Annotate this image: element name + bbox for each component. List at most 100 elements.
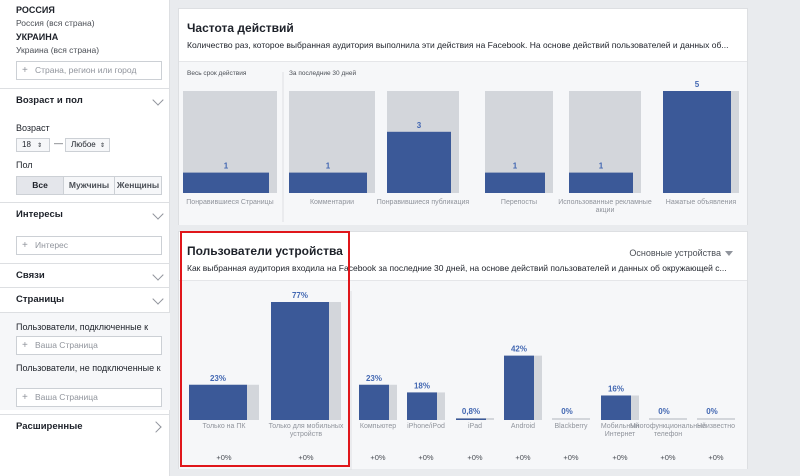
device-category-label: Android [511, 423, 535, 430]
interest-input[interactable]: + Интерес [16, 236, 162, 255]
pages-connected-input[interactable]: + Ваша Страница [16, 336, 162, 355]
activity-chart-area: Весь срок действия За последние 30 дней 1 П… [179, 61, 747, 225]
device-category-label: iPhone/iPod [407, 423, 445, 430]
location-country-1: РОССИЯ [16, 5, 55, 15]
chevron-down-icon [152, 208, 164, 220]
device-type-dropdown[interactable]: Основные устройства [629, 248, 733, 258]
section-interests-title: Интересы [16, 209, 63, 220]
pages-not-connected-input[interactable]: + Ваша Страница [16, 388, 162, 407]
device-delta-label: +0% [563, 453, 579, 462]
activity-bar [289, 172, 367, 193]
pages-connected-label: Пользователи, подключенные к [16, 322, 149, 332]
activity-card-title: Частота действий [187, 21, 294, 35]
activity-category-label: Понравившиеся Страницы [186, 199, 273, 206]
device-delta-label: +0% [612, 453, 628, 462]
activity-frequency-card: Частота действий Количество раз, которое… [178, 8, 748, 225]
device-delta-label: +0% [418, 453, 434, 462]
section-advanced[interactable]: Расширенные [0, 414, 170, 438]
activity-chart: Весь срок действия За последние 30 дней 1 П… [183, 69, 739, 222]
age-to-select[interactable]: Любое ⇕ [65, 138, 110, 152]
age-label: Возраст [16, 123, 50, 133]
device-category-label: Только для мобильных устройств [269, 422, 344, 438]
section-interests[interactable]: Интересы [0, 202, 170, 226]
location-input[interactable]: + Страна, регион или город [16, 61, 162, 80]
chevron-down-icon [152, 269, 164, 281]
age-from-select[interactable]: 18 ⇕ [16, 138, 50, 152]
activity-bar [485, 172, 545, 193]
interest-input-placeholder: Интерес [35, 240, 69, 250]
device-bar-track [649, 418, 687, 420]
device-category-label: Только на ПК [203, 423, 247, 430]
gender-label: Пол [16, 160, 33, 170]
devices-chart-area: 23% Только на ПК +0% 77% Только для мобильны… [179, 280, 747, 470]
chevron-down-icon [152, 94, 164, 106]
device-category-label: Компьютер [360, 423, 396, 430]
device-users-card: Пользователи устройства Как выбранная ау… [178, 231, 748, 470]
section-pages-title: Страницы [16, 294, 65, 305]
device-value-label: 23% [210, 374, 226, 383]
section-connections-title: Связи [16, 270, 45, 281]
location-sub-1: Россия (вся страна) [16, 18, 95, 28]
section-connections[interactable]: Связи [0, 263, 170, 287]
activity-category-label: Понравившиеся публикация [377, 198, 470, 206]
device-value-label: 0% [658, 407, 670, 416]
chevron-right-icon [150, 421, 162, 433]
plus-icon: + [22, 240, 28, 251]
device-bar [504, 355, 534, 420]
activity-lifetime-label: Весь срок действия [187, 69, 247, 77]
targeting-sidebar: РОССИЯ Россия (вся страна) УКРАИНА Украи… [0, 0, 170, 476]
stepper-icon: ⇕ [99, 143, 105, 149]
device-delta-label: +0% [515, 453, 531, 462]
activity-category-label: Перепосты [501, 199, 537, 206]
activity-category-label: Нажатые объявления [666, 198, 737, 206]
gender-male-button[interactable]: Мужчины [63, 176, 115, 195]
device-bar [359, 384, 389, 420]
device-category-label: Неизвестно [697, 423, 735, 430]
caret-down-icon [725, 251, 733, 257]
device-bar [189, 384, 247, 420]
device-category-label: Blackberry [554, 423, 588, 430]
pages-not-connected-label: Пользователи, не подключенные к [16, 363, 161, 373]
device-bar [271, 302, 329, 420]
device-delta-label: +0% [216, 453, 232, 462]
device-delta-label: +0% [708, 453, 724, 462]
devices-card-subtitle: Как выбранная аудитория входила на Faceb… [187, 263, 727, 273]
activity-bar [387, 131, 451, 193]
location-country-2: УКРАИНА [16, 32, 59, 42]
activity-value-label: 1 [599, 162, 604, 171]
activity-value-label: 5 [695, 80, 700, 89]
highlight-frame [180, 231, 350, 467]
plus-icon: + [22, 65, 28, 76]
chevron-down-icon [152, 293, 164, 305]
devices-card-title: Пользователи устройства [187, 244, 343, 258]
activity-last30-label: За последние 30 дней [289, 69, 356, 77]
device-value-label: 0% [561, 407, 573, 416]
age-to-value: Любое [71, 140, 96, 149]
device-value-label: 23% [366, 374, 382, 383]
activity-bar [663, 91, 731, 193]
device-delta-label: +0% [467, 453, 483, 462]
activity-value-label: 1 [513, 162, 518, 171]
pages-connected-placeholder: Ваша Страница [35, 340, 98, 350]
device-category-label: iPad [468, 423, 482, 430]
device-category-label: Многофункциональный телефон [630, 422, 706, 438]
device-type-dropdown-label: Основные устройства [629, 248, 721, 258]
devices-chart: 23% Только на ПК +0% 77% Только для мобильны… [189, 291, 735, 470]
activity-card-subtitle: Количество раз, которое выбранная аудито… [187, 40, 729, 50]
device-bar [456, 418, 486, 420]
activity-category-label: Использованные рекламные акции [558, 199, 652, 214]
device-bar-track [552, 418, 590, 420]
device-value-label: 0,8% [462, 407, 480, 416]
device-delta-label: +0% [660, 453, 676, 462]
device-value-label: 16% [608, 384, 624, 393]
gender-all-button[interactable]: Все [16, 176, 64, 195]
device-bar [601, 395, 631, 420]
section-age-gender[interactable]: Возраст и пол [0, 88, 170, 112]
age-dash: — [54, 138, 63, 148]
section-pages[interactable]: Страницы [0, 287, 170, 311]
age-from-value: 18 [22, 140, 31, 149]
device-category-label: Мобильный Интернет [601, 422, 639, 438]
gender-female-button[interactable]: Женщины [114, 176, 162, 195]
device-value-label: 0% [706, 407, 718, 416]
location-sub-2: Украина (вся страна) [16, 45, 100, 55]
